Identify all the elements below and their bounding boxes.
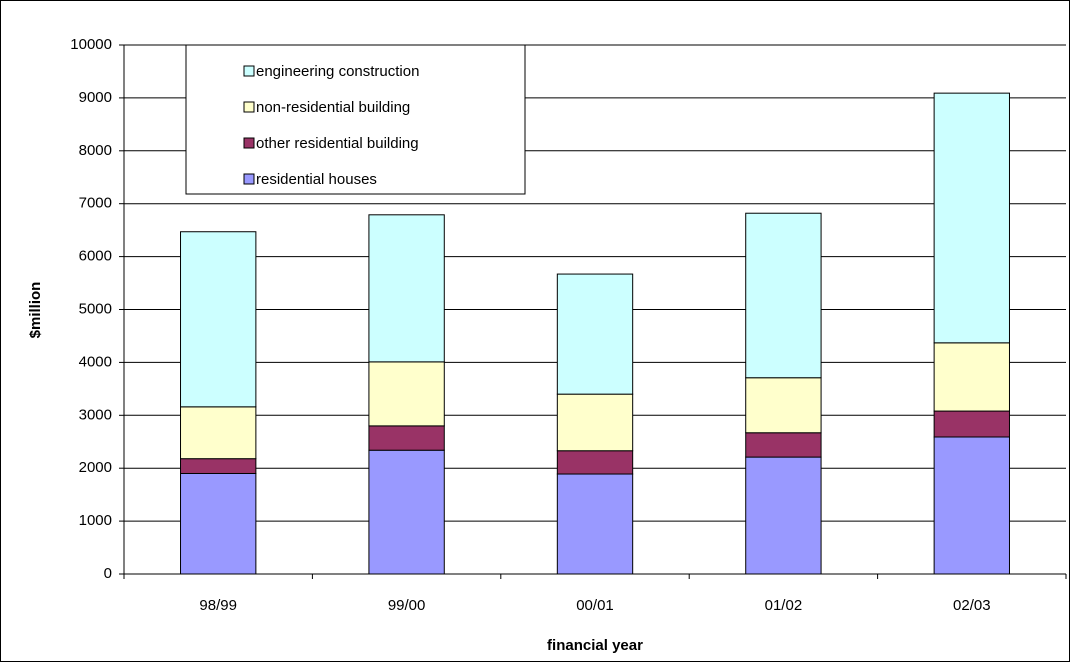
bar-segment: [180, 406, 257, 460]
legend-swatch: [243, 173, 255, 185]
y-tick-label: 8000: [79, 142, 112, 159]
bar-segment: [180, 458, 257, 474]
bar-segment: [556, 473, 634, 575]
bar-segment: [368, 449, 445, 575]
x-tick-label: 00/01: [576, 597, 614, 614]
y-tick-label: 1000: [79, 512, 112, 529]
bar-segment: [556, 273, 634, 395]
legend-label: engineering construction: [256, 63, 419, 80]
y-tick-label: 5000: [79, 300, 112, 317]
y-tick-label: 6000: [79, 248, 112, 265]
bar-segment: [368, 361, 445, 427]
bar-segment: [368, 425, 445, 451]
x-tick-label: 02/03: [953, 597, 991, 614]
legend-swatch: [243, 101, 255, 113]
bar-segment: [180, 231, 257, 408]
y-tick-label: 4000: [79, 353, 112, 370]
x-axis-label: financial year: [547, 637, 643, 654]
bar-segment: [368, 214, 445, 363]
bar-segment: [933, 436, 1010, 575]
bar-segment: [933, 410, 1010, 438]
y-axis-label: $million: [27, 282, 44, 339]
legend-swatch: [243, 137, 255, 149]
x-tick-label: 99/00: [388, 597, 426, 614]
y-tick-label: 3000: [79, 406, 112, 423]
legend-label: non-residential building: [256, 99, 410, 116]
bar-segment: [556, 450, 634, 475]
legend-label: other residential building: [256, 135, 419, 152]
legend-label: residential houses: [256, 171, 377, 188]
x-tick-label: 01/02: [765, 597, 803, 614]
bar-segment: [933, 342, 1010, 412]
y-tick-label: 7000: [79, 195, 112, 212]
legend-box: [185, 44, 526, 195]
bar-segment: [745, 432, 822, 458]
bar-segment: [556, 393, 634, 452]
x-tick-label: 98/99: [199, 597, 237, 614]
y-tick-label: 0: [104, 565, 112, 582]
legend-swatch: [243, 65, 255, 77]
y-tick-label: 2000: [79, 459, 112, 476]
bar-segment: [745, 212, 822, 379]
bar-segment: [933, 92, 1010, 344]
y-tick-label: 9000: [79, 89, 112, 106]
y-tick-label: 10000: [70, 36, 112, 53]
bar-segment: [745, 377, 822, 434]
bar-segment: [745, 456, 822, 575]
bar-segment: [180, 472, 257, 575]
